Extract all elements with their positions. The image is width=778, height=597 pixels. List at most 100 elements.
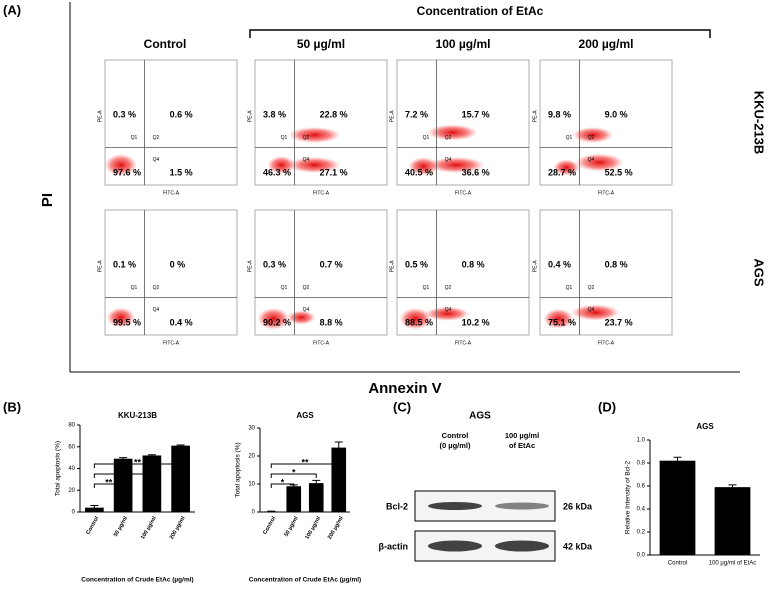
blot-band bbox=[495, 502, 549, 510]
bar bbox=[659, 460, 696, 555]
blot-label: Bcl-2 bbox=[386, 501, 408, 511]
blot-band bbox=[495, 540, 549, 552]
gate-label: Q1 bbox=[131, 285, 138, 291]
error-bar bbox=[334, 441, 343, 454]
plot-x-label: FITC-A bbox=[163, 340, 180, 346]
cell-cloud bbox=[399, 307, 432, 330]
cell-cloud bbox=[267, 156, 296, 174]
error-bar bbox=[673, 456, 682, 465]
quadrant-value: 0.7 % bbox=[320, 259, 343, 269]
gate-label: Q2 bbox=[445, 285, 452, 291]
panel-title: Concentration of EtAc bbox=[417, 4, 544, 18]
cell-cloud bbox=[425, 306, 470, 321]
quadrant-value: 3.8 % bbox=[263, 109, 286, 119]
quadrant-value: 0.4 % bbox=[548, 259, 571, 269]
column-label: 100 µg/ml bbox=[436, 37, 491, 51]
column-label: Control bbox=[144, 37, 187, 51]
quadrant-value: 0.6 % bbox=[170, 109, 193, 119]
quadrant-value: 99.5 % bbox=[113, 317, 141, 327]
panel-label: (B) bbox=[3, 399, 21, 414]
quadrant-value: 46.3 % bbox=[263, 167, 291, 177]
gate-label: Q1 bbox=[423, 135, 430, 141]
y-tick-label: 60 bbox=[68, 444, 75, 450]
significance-bracket bbox=[93, 483, 124, 488]
y-tick-label: 0 bbox=[72, 510, 76, 516]
blot-size: 26 kDa bbox=[563, 501, 593, 511]
error-bar bbox=[728, 484, 737, 490]
cell-cloud bbox=[106, 307, 135, 328]
significance-bracket bbox=[93, 463, 182, 468]
gate-label: Q2 bbox=[153, 135, 160, 141]
gate-label: Q4 bbox=[303, 157, 310, 163]
bar bbox=[171, 445, 190, 512]
quadrant-value: 7.2 % bbox=[405, 109, 428, 119]
significance-label: ** bbox=[120, 467, 128, 477]
plot-x-label: FITC-A bbox=[313, 340, 330, 346]
row-label: KKU-213B bbox=[752, 91, 767, 155]
quadrant-value: 10.2 % bbox=[462, 317, 490, 327]
plot-y-label: PE-A bbox=[532, 110, 538, 122]
gate-label: Q1 bbox=[566, 285, 573, 291]
quadrant-value: 1.5 % bbox=[170, 167, 193, 177]
quadrant-value: 0 % bbox=[170, 259, 186, 269]
quadrant-value: 40.5 % bbox=[405, 167, 433, 177]
x-tick-label: 100 µg/ml of EtAc bbox=[709, 561, 756, 567]
bar bbox=[142, 455, 162, 512]
quadrant-value: 88.5 % bbox=[405, 317, 433, 327]
gate-label: Q4 bbox=[588, 157, 595, 163]
gate-label: Q1 bbox=[131, 135, 138, 141]
significance-label: ** bbox=[134, 457, 142, 467]
lane-label: Control bbox=[442, 431, 469, 440]
lane-label: of EtAc bbox=[509, 441, 535, 450]
y-tick-label: 0 bbox=[252, 510, 256, 516]
cell-cloud bbox=[572, 127, 613, 143]
y-tick-label: 20 bbox=[248, 454, 255, 460]
quadrant-value: 27.1 % bbox=[320, 167, 348, 177]
y-tick-label: 0.4 bbox=[637, 507, 646, 513]
column-label: 200 µg/ml bbox=[579, 37, 634, 51]
cell-cloud bbox=[288, 127, 341, 143]
gate-label: Q1 bbox=[281, 135, 288, 141]
y-tick-label: 0.0 bbox=[637, 553, 646, 559]
quadrant-value: 75.1 % bbox=[548, 317, 576, 327]
x-tick-label: 50 µg/ml bbox=[113, 515, 129, 538]
bar bbox=[714, 487, 751, 555]
plot-y-label: PE-A bbox=[532, 260, 538, 272]
plot-y-label: PE-A bbox=[97, 260, 103, 272]
blot-label: β-actin bbox=[379, 541, 409, 551]
y-tick-label: 20 bbox=[68, 488, 75, 494]
cell-cloud bbox=[427, 124, 478, 141]
cell-cloud bbox=[257, 307, 290, 330]
x-axis-label: Annexin V bbox=[368, 380, 441, 397]
cell-cloud bbox=[553, 159, 580, 176]
gate-label: Q4 bbox=[303, 307, 310, 313]
cell-cloud bbox=[428, 157, 485, 173]
plot-frame bbox=[104, 209, 238, 336]
gate-label: Q1 bbox=[281, 285, 288, 291]
significance-bracket bbox=[270, 483, 295, 488]
gate-label: Q4 bbox=[445, 157, 452, 163]
gate-label: Q4 bbox=[445, 307, 452, 313]
significance-bracket bbox=[270, 463, 340, 468]
panel-label: (A) bbox=[3, 2, 21, 17]
y-tick-label: 0.2 bbox=[637, 530, 646, 536]
quadrant-value: 23.7 % bbox=[605, 317, 633, 327]
cell-cloud bbox=[288, 157, 341, 173]
x-tick-label: Control bbox=[85, 515, 100, 535]
y-tick-label: 0.8 bbox=[637, 461, 646, 467]
plot-y-label: PE-A bbox=[389, 110, 395, 122]
bracket bbox=[249, 29, 711, 38]
plot-y-label: PE-A bbox=[97, 110, 103, 122]
bar bbox=[308, 483, 324, 512]
plot-x-label: FITC-A bbox=[598, 340, 615, 346]
error-bar bbox=[267, 510, 276, 512]
y-tick-label: 0.6 bbox=[637, 484, 646, 490]
significance-label: * bbox=[281, 477, 285, 487]
row-label: AGS bbox=[752, 258, 767, 287]
gate-label: Q2 bbox=[588, 285, 595, 291]
y-axis-label: Relative Intensity of Bcl-2 bbox=[625, 460, 632, 534]
error-bar bbox=[176, 444, 185, 447]
quadrant-value: 0.3 % bbox=[263, 259, 286, 269]
gate-label: Q1 bbox=[566, 135, 573, 141]
gate-label: Q4 bbox=[153, 157, 160, 163]
